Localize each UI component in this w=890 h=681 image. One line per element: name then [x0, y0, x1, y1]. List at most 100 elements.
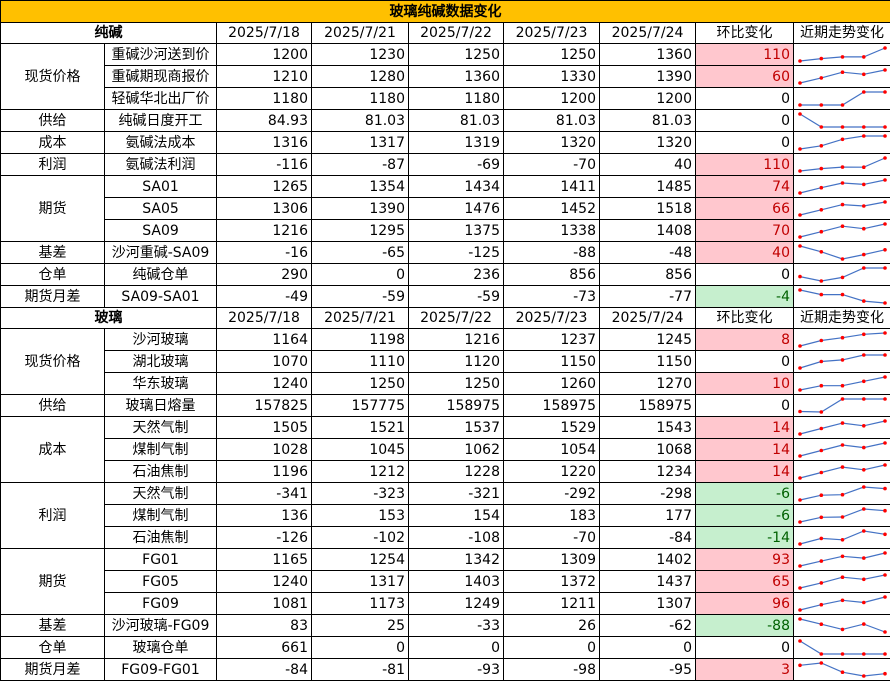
change-cell: 14 [696, 439, 794, 461]
value-cell: -16 [217, 242, 312, 264]
value-cell: -69 [409, 154, 504, 176]
sparkline-point-4 [883, 331, 887, 335]
item-cell: SA05 [105, 198, 217, 220]
sparkline-trend-line [800, 663, 885, 676]
value-cell: 1250 [504, 44, 600, 66]
category-cell: 基差 [1, 242, 105, 264]
sparkline-point-2 [841, 70, 845, 74]
value-cell: 1505 [217, 417, 312, 439]
value-cell: 1317 [312, 571, 409, 593]
sparkline-point-4 [883, 125, 887, 129]
value-cell: 1216 [409, 329, 504, 351]
change-cell: 14 [696, 417, 794, 439]
item-cell: 重碱期现商报价 [105, 66, 217, 88]
sparkline-trend-line [800, 333, 885, 346]
value-cell: 1250 [312, 373, 409, 395]
value-cell: -84 [600, 527, 696, 549]
change-cell: 110 [696, 44, 794, 66]
page-title: 玻璃纯碱数据变化 [1, 1, 890, 23]
value-cell: 1390 [600, 66, 696, 88]
value-cell: 0 [312, 264, 409, 286]
sparkline-point-3 [862, 266, 866, 270]
value-cell: -323 [312, 483, 409, 505]
trend-cell-sparkline [794, 637, 890, 658]
sparkline-point-1 [820, 144, 824, 148]
value-cell: -292 [504, 483, 600, 505]
sparkline-point-1 [820, 208, 824, 212]
sparkline-point-1 [820, 652, 824, 656]
value-cell: 1320 [600, 132, 696, 154]
trend-cell-sparkline [794, 395, 890, 416]
trend-cell [794, 264, 890, 286]
value-cell: 1200 [600, 88, 696, 110]
value-cell: 1234 [600, 461, 696, 483]
item-cell: 重碱沙河送到价 [105, 44, 217, 66]
sparkline-point-4 [883, 375, 887, 379]
sparkline-point-0 [798, 366, 802, 370]
sparkline-trend-line [800, 377, 885, 390]
table-row: 利润天然气制-341-323-321-292-298-6 [1, 483, 890, 505]
sparkline-point-4 [883, 46, 887, 50]
value-cell: 1180 [312, 88, 409, 110]
date-header: 2025/7/23 [504, 308, 600, 329]
change-cell: 0 [696, 132, 794, 154]
sparkline-point-4 [883, 90, 887, 94]
sparkline-point-3 [862, 55, 866, 59]
sparkline-point-0 [798, 498, 802, 502]
sparkline-point-3 [862, 397, 866, 401]
value-cell: 158975 [409, 395, 504, 417]
change-cell: 3 [696, 659, 794, 681]
item-cell: FG09 [105, 593, 217, 615]
value-cell: 136 [217, 505, 312, 527]
trend-cell [794, 549, 890, 571]
value-cell: -65 [312, 242, 409, 264]
sparkline-point-2 [841, 103, 845, 107]
trend-header: 近期走势变化 [794, 308, 890, 329]
sparkline-point-2 [841, 138, 845, 142]
date-header: 2025/7/23 [504, 23, 600, 44]
change-cell: 70 [696, 220, 794, 242]
sparkline-point-4 [883, 419, 887, 423]
value-cell: -126 [217, 527, 312, 549]
value-cell: 1230 [312, 44, 409, 66]
value-cell: 1180 [217, 88, 312, 110]
item-cell: 沙河重碱-SA09 [105, 242, 217, 264]
value-cell: -88 [504, 242, 600, 264]
value-cell: 1452 [504, 198, 600, 220]
value-cell: 183 [504, 505, 600, 527]
sparkline-point-3 [862, 204, 866, 208]
change-cell: 8 [696, 329, 794, 351]
value-cell: -125 [409, 242, 504, 264]
sparkline-point-2 [841, 465, 845, 469]
sparkline-point-3 [862, 183, 866, 187]
trend-cell [794, 220, 890, 242]
trend-cell [794, 593, 890, 615]
value-cell: 1543 [600, 417, 696, 439]
value-cell: -321 [409, 483, 504, 505]
category-cell: 期货月差 [1, 286, 105, 308]
value-cell: 1529 [504, 417, 600, 439]
category-cell: 成本 [1, 417, 105, 483]
trend-cell-sparkline [794, 329, 890, 350]
change-cell: 110 [696, 154, 794, 176]
value-cell: 81.03 [504, 110, 600, 132]
value-cell: 1068 [600, 439, 696, 461]
sparkline-point-1 [820, 57, 824, 61]
value-cell: 1240 [217, 571, 312, 593]
trend-cell [794, 132, 890, 154]
category-cell: 供给 [1, 395, 105, 417]
sparkline-point-3 [862, 134, 866, 138]
trend-cell [794, 351, 890, 373]
sparkline-point-1 [820, 167, 824, 171]
sparkline-point-1 [820, 661, 824, 665]
trend-cell-sparkline [794, 593, 890, 614]
trend-cell [794, 659, 890, 681]
value-cell: 1210 [217, 66, 312, 88]
sparkline-point-3 [862, 90, 866, 94]
category-cell: 利润 [1, 154, 105, 176]
sparkline-point-1 [820, 427, 824, 431]
value-cell: 1110 [312, 351, 409, 373]
